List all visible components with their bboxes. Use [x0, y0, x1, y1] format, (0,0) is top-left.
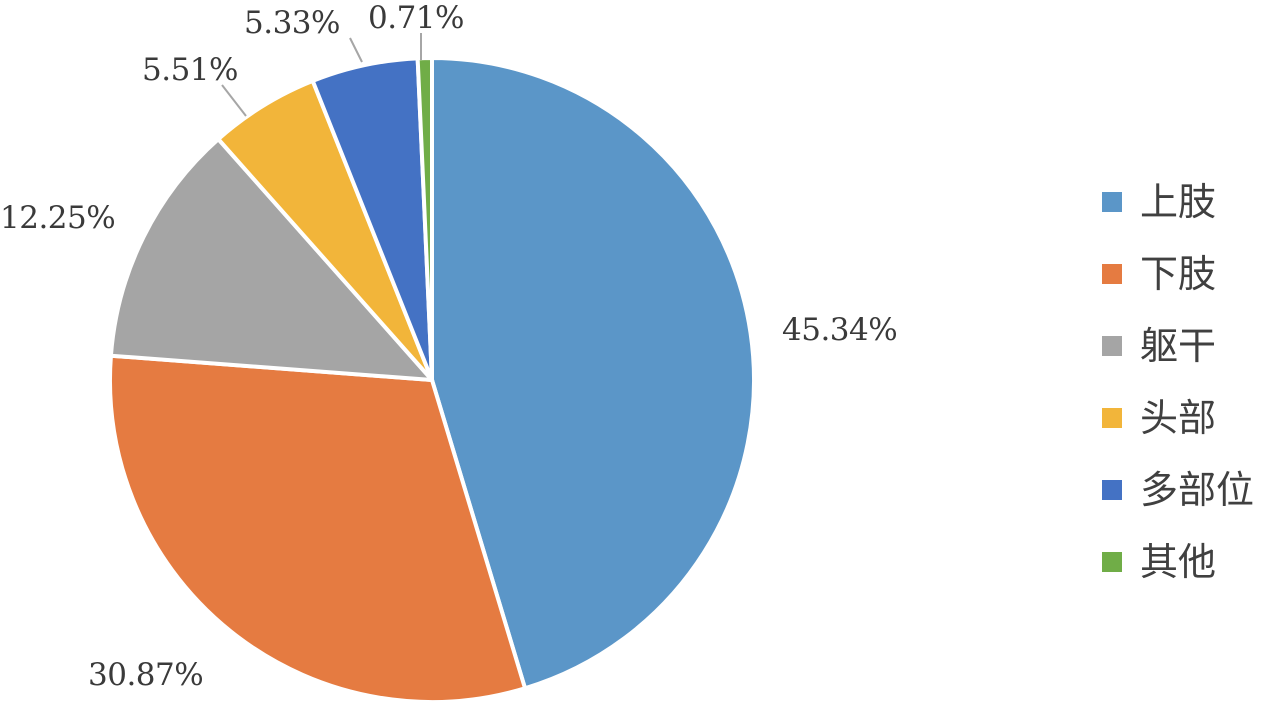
- legend-swatch-2: [1102, 264, 1122, 284]
- data-label-5: 5.33%: [244, 5, 340, 41]
- legend-swatch-6: [1102, 552, 1122, 572]
- legend-label-1: 上肢: [1140, 180, 1216, 224]
- legend-label-5: 多部位: [1140, 468, 1254, 512]
- pie-slice-6: [415, 55, 434, 382]
- legend-swatch-1: [1102, 192, 1122, 212]
- data-label-6: 0.71%: [368, 0, 464, 36]
- pie-slices: [108, 55, 756, 702]
- legend-swatch-5: [1102, 480, 1122, 500]
- legend-label-3: 躯干: [1140, 324, 1216, 368]
- legend-label-2: 下肢: [1140, 252, 1216, 296]
- leader-lines: [221, 33, 422, 117]
- data-label-4: 5.51%: [142, 52, 238, 88]
- leader-line-5: [349, 37, 363, 63]
- legend-label-4: 头部: [1140, 396, 1216, 440]
- data-labels: 45.34% 30.87% 12.25% 5.51%5.33% 0.71%: [0, 0, 898, 693]
- pie-slice-3: [108, 137, 434, 382]
- leader-line-4: [221, 84, 247, 117]
- data-label-2: 30.87%: [88, 657, 203, 693]
- pie-slice-1: [430, 56, 756, 691]
- data-label-1: 45.34%: [782, 312, 897, 348]
- legend-swatch-3: [1102, 336, 1122, 356]
- data-label-3: 12.25%: [0, 200, 115, 236]
- legend-swatch-4: [1102, 408, 1122, 428]
- legend-label-6: 其他: [1140, 540, 1216, 584]
